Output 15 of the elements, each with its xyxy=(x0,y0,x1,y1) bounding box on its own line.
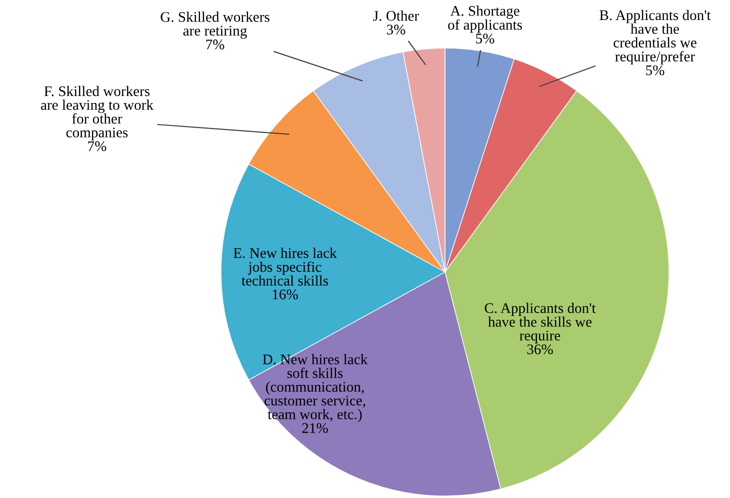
data-label: 36% xyxy=(527,344,553,354)
slice-label: B. Applicants don't have the credentials we require/prefer xyxy=(600,10,711,64)
slice-label: A. Shortage of applicants xyxy=(448,6,522,33)
slice-label: E. New hires lack jobs specific technical skills xyxy=(234,248,337,286)
data-label: 5% xyxy=(646,65,664,76)
data-label: 21% xyxy=(302,423,328,434)
slice-label: J. Other xyxy=(373,10,419,21)
slice-label: C. Applicants don't have the skills we require xyxy=(484,302,596,344)
data-label: 16% xyxy=(272,289,298,300)
slice-label: G. Skilled workers are retiring xyxy=(160,12,270,39)
data-label: 3% xyxy=(386,24,406,35)
data-label: 5% xyxy=(476,34,494,44)
data-label: 7% xyxy=(88,141,106,152)
data-label: 7% xyxy=(206,40,224,50)
slice-label: F. Skilled workers are leaving to work for other companies xyxy=(41,86,154,140)
